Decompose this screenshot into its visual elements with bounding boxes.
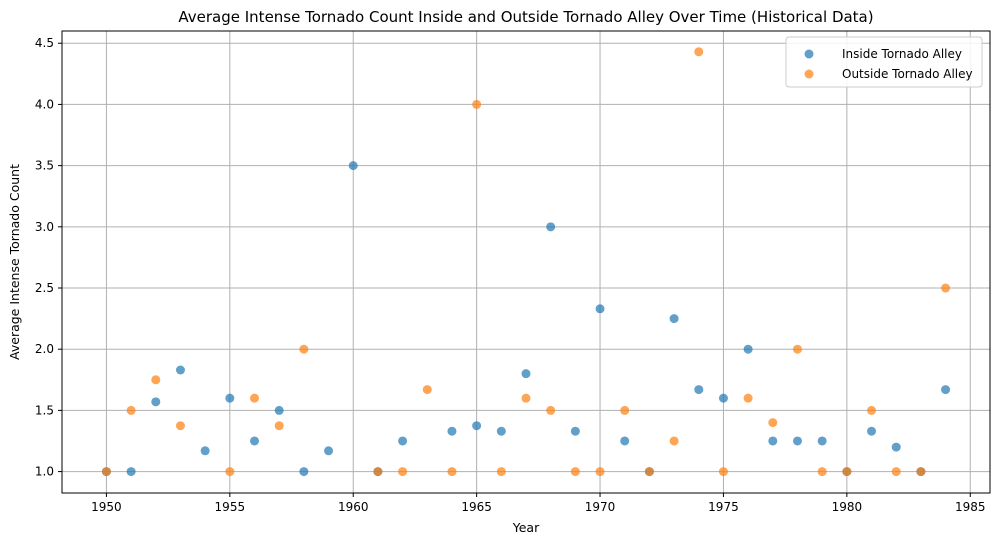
data-point: [891, 467, 901, 477]
data-point: [817, 467, 827, 477]
data-point: [348, 161, 358, 171]
data-point: [620, 405, 630, 415]
data-point: [842, 467, 852, 477]
data-point: [867, 405, 877, 415]
x-tick-label: 1950: [91, 500, 122, 514]
data-point: [916, 467, 926, 477]
x-tick-label: 1980: [832, 500, 863, 514]
data-point: [126, 405, 136, 415]
data-point: [274, 421, 284, 431]
x-tick-label: 1970: [585, 500, 616, 514]
y-tick-label: 2.5: [35, 281, 54, 295]
x-tick-label: 1975: [708, 500, 739, 514]
data-point: [101, 467, 111, 477]
plot-frame: [61, 30, 991, 494]
data-point: [126, 467, 136, 477]
data-point: [595, 467, 605, 477]
data-point: [941, 385, 951, 395]
data-point: [299, 467, 309, 477]
data-point: [669, 314, 679, 324]
series-outside-tornado-alley: [101, 47, 951, 477]
x-tick-label: 1955: [215, 500, 246, 514]
x-axis-label: Year: [512, 520, 540, 535]
data-point: [175, 421, 185, 431]
x-tick-label: 1965: [461, 500, 492, 514]
data-point: [521, 369, 531, 379]
chart-title: Average Intense Tornado Count Inside and…: [178, 8, 873, 26]
data-point: [373, 467, 383, 477]
data-point: [274, 405, 284, 415]
data-point: [225, 467, 235, 477]
y-axis-label: Average Intense Tornado Count: [7, 164, 22, 360]
legend-box: [785, 36, 983, 88]
data-point: [225, 393, 235, 403]
y-axis-ticks: 1.0 1.5 2.0 2.5 3.0 3.5 4.0 4.5: [35, 36, 62, 479]
data-point: [644, 467, 654, 477]
data-point: [867, 426, 877, 436]
data-point: [200, 446, 210, 456]
data-point: [768, 418, 778, 428]
data-point: [299, 344, 309, 354]
y-tick-label: 4.5: [35, 36, 54, 50]
data-point: [250, 393, 260, 403]
data-point: [743, 393, 753, 403]
data-point: [546, 222, 556, 232]
y-tick-label: 1.0: [35, 465, 54, 479]
data-point: [941, 283, 951, 293]
data-point: [768, 436, 778, 446]
data-point: [669, 436, 679, 446]
data-point: [472, 99, 482, 109]
data-point: [472, 421, 482, 431]
gridlines: [62, 31, 990, 493]
data-point: [521, 393, 531, 403]
data-point: [422, 385, 432, 395]
y-tick-label: 3.0: [35, 220, 54, 234]
data-point: [546, 405, 556, 415]
data-points: [101, 47, 951, 477]
data-point: [891, 442, 901, 452]
legend-marker-outside: [804, 69, 814, 79]
data-point: [570, 467, 580, 477]
data-point: [151, 375, 161, 385]
data-point: [447, 467, 457, 477]
data-point: [496, 467, 506, 477]
y-tick-label: 2.0: [35, 342, 54, 356]
legend-label-inside: Inside Tornado Alley: [842, 47, 962, 61]
legend-marker-inside: [804, 49, 814, 59]
y-tick-label: 4.0: [35, 97, 54, 111]
data-point: [694, 47, 704, 57]
data-point: [398, 436, 408, 446]
data-point: [718, 467, 728, 477]
data-point: [151, 397, 161, 407]
data-point: [496, 426, 506, 436]
data-point: [792, 436, 802, 446]
data-point: [595, 304, 605, 314]
data-point: [447, 426, 457, 436]
data-point: [792, 344, 802, 354]
data-point: [324, 446, 334, 456]
y-tick-label: 3.5: [35, 159, 54, 173]
data-point: [175, 365, 185, 375]
data-point: [620, 436, 630, 446]
x-axis-ticks: 1950 1955 1960 1965 1970 1975 1980 1985: [91, 493, 986, 514]
legend: Inside Tornado Alley Outside Tornado All…: [785, 36, 983, 88]
data-point: [743, 344, 753, 354]
data-point: [718, 393, 728, 403]
x-tick-label: 1960: [338, 500, 369, 514]
data-point: [570, 426, 580, 436]
data-point: [817, 436, 827, 446]
x-tick-label: 1985: [955, 500, 986, 514]
legend-label-outside: Outside Tornado Alley: [842, 67, 973, 81]
y-tick-label: 1.5: [35, 403, 54, 417]
data-point: [250, 436, 260, 446]
data-point: [694, 385, 704, 395]
data-point: [398, 467, 408, 477]
